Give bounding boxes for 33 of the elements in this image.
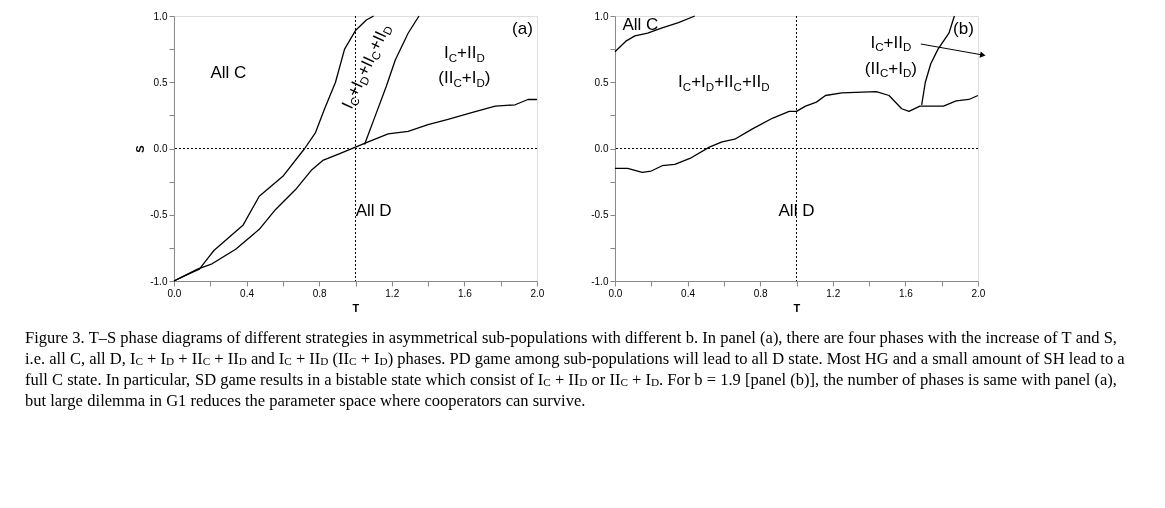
text: Figure 3. T–S phase diagrams of different strategies in asymmetrical sub-populations with different b. In panel (a), there are four phases with the increase of T and S, i.e. all C, all D, IC + ID + IIC + IID and IC + IID (IIC + ID) phases. PD game among sub-populations will lead to all D state. Most HG and a small amount of SH lead to a full C state. In particular, SD game results in a bistable state which consist of IC + IID or IIC + ID. For b = 1.9 [panel (b)], the number of phases is same with panel (a), but large dilemma in G1 reduces the parameter space where cooperators can survive. <box>25 328 1125 410</box>
annotation: All C <box>210 62 247 82</box>
x-tick-label: 0.4 <box>240 287 255 299</box>
annotation: All D <box>355 200 392 220</box>
y-tick-label: 0.5 <box>594 76 609 88</box>
annotation: (b) <box>953 19 974 39</box>
annotation: All D <box>778 200 815 220</box>
x-tick-label: 0.8 <box>753 287 769 299</box>
x-tick-label: 0.8 <box>312 287 328 299</box>
x-tick-label: 1.6 <box>898 287 914 299</box>
y-tick-label: 1.0 <box>153 10 168 22</box>
annotation: All C <box>622 15 659 35</box>
x-axis-title: T <box>793 301 801 314</box>
y-tick-label: -0.5 <box>591 209 609 221</box>
x-tick-label: 0.0 <box>608 287 623 299</box>
x-axis-title: T <box>352 301 360 314</box>
x-tick-label: 0.4 <box>681 287 696 299</box>
y-tick-label: -1.0 <box>150 275 168 287</box>
x-tick-label: 2.0 <box>530 287 545 299</box>
y-tick-label: 0.5 <box>153 76 168 88</box>
y-tick-label: -0.5 <box>150 209 168 221</box>
x-tick-label: 0.0 <box>167 287 182 299</box>
x-tick-label: 1.6 <box>457 287 473 299</box>
x-tick-label: 1.2 <box>385 287 400 299</box>
x-tick-label: 1.2 <box>826 287 841 299</box>
y-tick-label: 0.0 <box>153 143 168 154</box>
y-tick-label: -1.0 <box>591 275 609 287</box>
x-tick-label: 2.0 <box>971 287 986 299</box>
annotation: IC+ID+IIC+IID <box>337 24 396 112</box>
y-tick-label: 0.0 <box>594 143 609 154</box>
y-axis-title: S <box>134 145 147 153</box>
annotation: (a) <box>512 19 533 39</box>
y-tick-label: 1.0 <box>594 10 609 22</box>
